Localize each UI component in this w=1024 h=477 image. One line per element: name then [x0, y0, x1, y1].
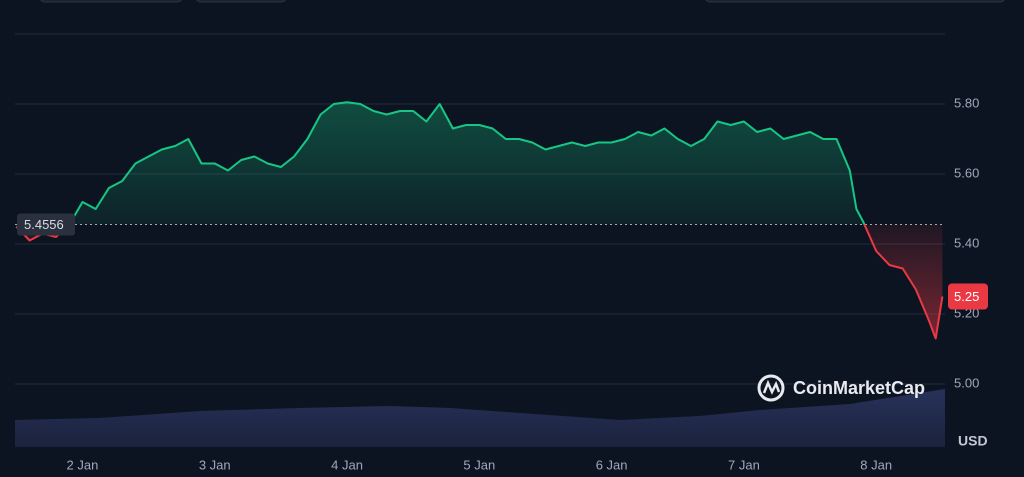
y-tick-label: 5.00 — [954, 375, 979, 390]
x-tick-label: 3 Jan — [199, 457, 231, 472]
watermark: CoinMarketCap — [757, 374, 925, 402]
y-tick-label: 5.80 — [954, 95, 979, 110]
toolbar-button[interactable] — [196, 0, 286, 3]
watermark-text: CoinMarketCap — [793, 378, 925, 398]
reference-label-box — [17, 213, 75, 236]
volume-area — [15, 389, 945, 447]
x-tick-label: 7 Jan — [728, 457, 760, 472]
toolbar-button[interactable] — [705, 0, 1005, 3]
last-price-box — [948, 283, 988, 310]
y-axis-label: USD — [958, 433, 988, 449]
x-tick-label: 5 Jan — [463, 457, 495, 472]
price-area — [16, 102, 943, 339]
x-tick-label: 8 Jan — [860, 457, 892, 472]
reference-label: 5.4556 — [24, 217, 64, 232]
price-line — [15, 101, 944, 340]
y-tick-label: 5.60 — [954, 165, 979, 180]
last-price-label: 5.25 — [954, 289, 979, 304]
x-tick-label: 2 Jan — [67, 457, 99, 472]
x-tick-label: 6 Jan — [596, 457, 628, 472]
x-tick-label: 4 Jan — [331, 457, 363, 472]
y-tick-label: 5.40 — [954, 235, 979, 250]
toolbar-button[interactable] — [40, 0, 182, 3]
